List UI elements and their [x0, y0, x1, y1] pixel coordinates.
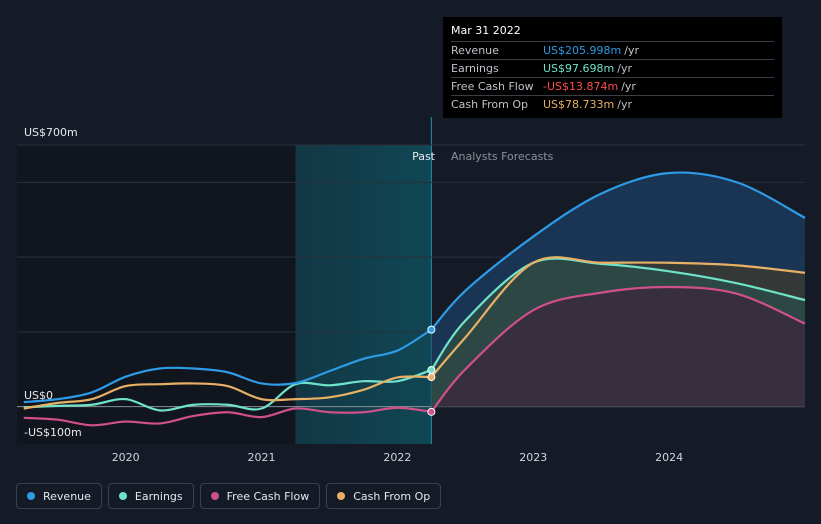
tooltip-label: Earnings — [451, 62, 499, 75]
series-marker-fcf — [427, 407, 436, 416]
tooltip-value: US$205.998m — [543, 44, 622, 57]
legend-dot-icon — [337, 492, 346, 500]
legend-dot-icon — [27, 492, 35, 500]
tooltip-unit: /yr — [621, 80, 636, 93]
legend-item-earnings[interactable]: Earnings — [107, 483, 194, 509]
x-tick-label: 2024 — [655, 451, 683, 464]
tooltip-label: Cash From Op — [451, 98, 529, 111]
tooltip-date: Mar 31 2022 — [451, 24, 521, 37]
tooltip-unit: /yr — [617, 62, 632, 75]
tooltip-label: Revenue — [451, 44, 499, 57]
tooltip-value: -US$13.874m — [543, 80, 619, 93]
tooltip-row-earnings: Earnings US$97.698m /yr — [451, 59, 774, 77]
legend-label: Revenue — [43, 489, 91, 503]
legend: Revenue Earnings Free Cash Flow Cash Fro… — [16, 483, 442, 509]
y-top-label: US$700m — [24, 126, 78, 139]
legend-label: Earnings — [134, 489, 183, 503]
tooltip-row-fcf: Free Cash Flow -US$13.874m /yr — [451, 77, 774, 95]
series-line-earnings-forecast — [430, 257, 806, 371]
series-marker-earnings — [427, 365, 436, 374]
x-tick-label: 2022 — [383, 451, 411, 464]
forecast-label: Analysts Forecasts — [451, 150, 554, 163]
past-label: Past — [412, 150, 436, 163]
forecast-area-fcf — [431, 287, 805, 412]
tooltip-value: US$97.698m — [543, 62, 615, 75]
chart-canvas: US$700m US$0 -US$100m Past Analysts Fore… — [17, 117, 806, 464]
y-zero-label: US$0 — [24, 389, 53, 402]
highlight-band — [295, 145, 432, 444]
x-tick-label: 2023 — [519, 451, 547, 464]
series-line-fcf-past — [23, 406, 432, 427]
series-marker-cfo — [427, 373, 436, 382]
x-tick-label: 2021 — [248, 451, 276, 464]
legend-label: Cash From Op — [353, 489, 431, 503]
legend-label: Free Cash Flow — [226, 489, 310, 503]
series-line-revenue-past — [23, 328, 432, 404]
tooltip-label: Free Cash Flow — [451, 80, 534, 93]
legend-item-revenue[interactable]: Revenue — [16, 483, 102, 509]
legend-dot-icon — [210, 492, 219, 500]
tooltip-unit: /yr — [624, 44, 639, 57]
tooltip-row-cfo: Cash From Op US$78.733m /yr — [451, 95, 774, 113]
series-line-cfo-past — [23, 375, 432, 410]
y-bottom-label: -US$100m — [24, 426, 82, 439]
x-tick-label: 2020 — [112, 451, 140, 464]
legend-item-fcf[interactable]: Free Cash Flow — [199, 483, 321, 509]
series-line-revenue-forecast — [430, 171, 806, 331]
legend-item-cfo[interactable]: Cash From Op — [326, 483, 442, 509]
series-line-cfo-forecast — [430, 256, 806, 378]
series-line-fcf-forecast — [430, 285, 806, 413]
tooltip-value: US$78.733m — [543, 98, 615, 111]
tooltip: Mar 31 2022 Revenue US$205.998m /yr Earn… — [443, 17, 782, 118]
tooltip-row-revenue: Revenue US$205.998m /yr — [451, 41, 774, 59]
series-line-earnings-past — [23, 368, 432, 412]
series-marker-revenue — [427, 325, 436, 334]
legend-dot-icon — [118, 492, 127, 500]
tooltip-unit: /yr — [617, 98, 632, 111]
